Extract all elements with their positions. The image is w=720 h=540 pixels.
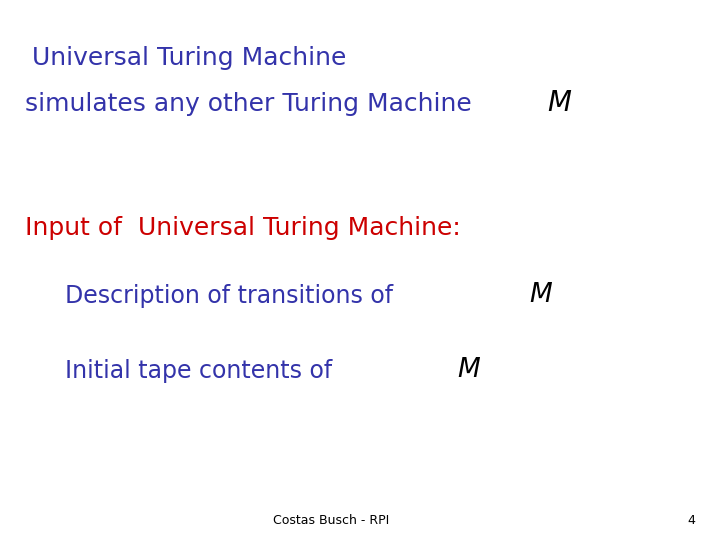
Text: Initial tape contents of: Initial tape contents of [65,359,332,383]
Text: $\mathit{M}$: $\mathit{M}$ [457,357,481,383]
Text: simulates any other Turing Machine: simulates any other Turing Machine [25,92,472,116]
Text: Input of  Universal Turing Machine:: Input of Universal Turing Machine: [25,216,461,240]
Text: Costas Busch - RPI: Costas Busch - RPI [273,514,390,526]
Text: $\mathit{M}$: $\mathit{M}$ [529,282,553,308]
Text: Description of transitions of: Description of transitions of [65,284,393,307]
Text: $\mathit{M}$: $\mathit{M}$ [547,89,572,117]
Text: Universal Turing Machine: Universal Turing Machine [32,46,347,70]
Text: 4: 4 [687,514,695,526]
